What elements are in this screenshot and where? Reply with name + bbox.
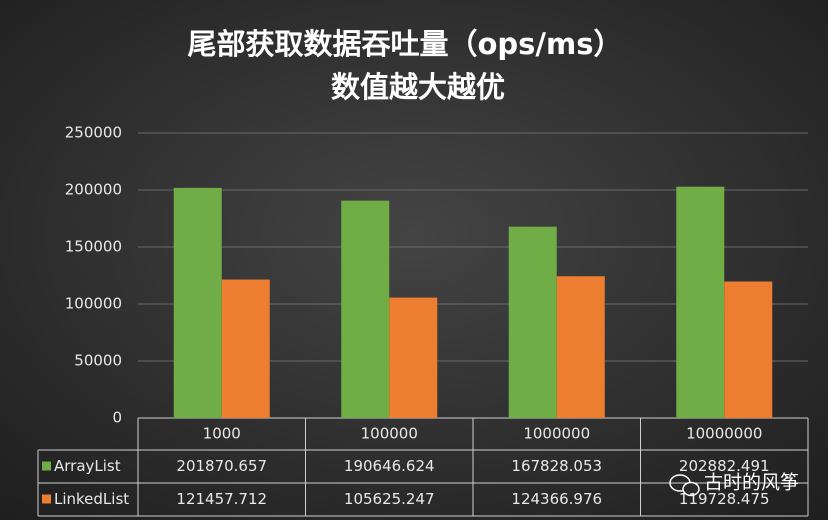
bar — [556, 276, 605, 418]
bar — [508, 226, 557, 418]
table-value: 167828.053 — [511, 457, 602, 475]
table-value: 190646.624 — [344, 457, 435, 475]
chart-title: 尾部获取数据吞吐量（ops/ms） — [187, 27, 622, 61]
y-tick-label: 250000 — [65, 124, 122, 142]
y-tick-label: 50000 — [74, 352, 122, 370]
y-tick-label: 100000 — [65, 295, 122, 313]
watermark: 古时的风筝 — [704, 472, 799, 494]
table-value: 121457.712 — [176, 490, 267, 508]
legend-swatch — [42, 461, 51, 471]
legend-label: LinkedList — [54, 490, 129, 508]
bar — [173, 187, 222, 418]
y-tick-label: 0 — [112, 409, 122, 427]
watermark-icon — [669, 474, 700, 497]
chart-subtitle: 数值越大越优 — [331, 70, 505, 104]
bar — [221, 279, 270, 418]
y-tick-label: 200000 — [65, 181, 122, 199]
legend-swatch — [42, 494, 51, 504]
table-value: 201870.657 — [176, 457, 267, 475]
category-label: 100000 — [361, 425, 418, 443]
category-label: 10000000 — [686, 425, 762, 443]
category-label: 1000000 — [523, 425, 590, 443]
table-value: 202882.491 — [679, 457, 770, 475]
bar — [676, 186, 725, 418]
y-tick-label: 150000 — [65, 238, 122, 256]
table-value: 105625.247 — [344, 490, 435, 508]
bar — [724, 281, 773, 418]
category-label: 1000 — [203, 425, 241, 443]
bar — [341, 200, 390, 418]
bar — [389, 297, 438, 418]
table-value: 124366.976 — [511, 490, 602, 508]
legend-label: ArrayList — [54, 457, 121, 475]
table-value: 119728.475 — [679, 490, 770, 508]
